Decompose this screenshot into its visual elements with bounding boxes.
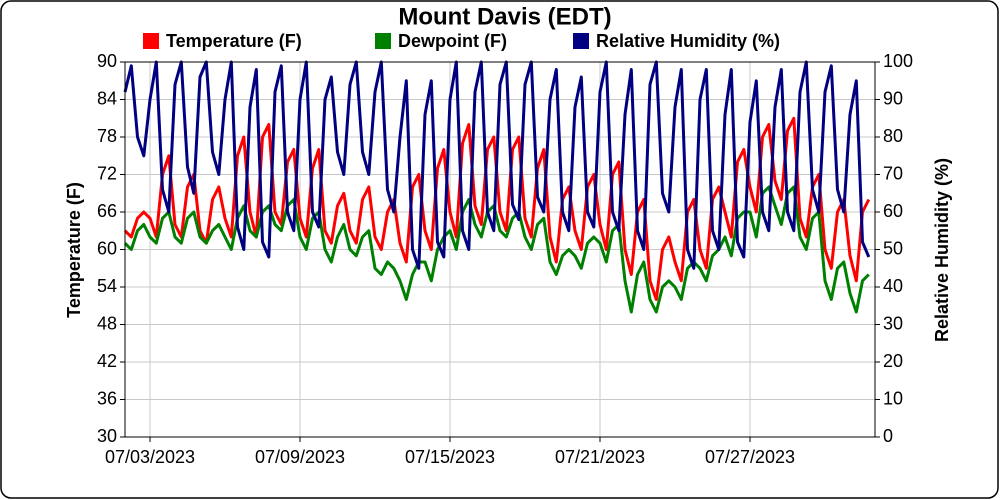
x-tick-label: 07/09/2023 — [255, 447, 345, 467]
y2-tick-label: 100 — [883, 51, 913, 71]
x-tick-label: 07/21/2023 — [555, 447, 645, 467]
y-tick-label: 78 — [97, 126, 117, 146]
legend-label: Dewpoint (F) — [398, 31, 507, 51]
y-tick-label: 84 — [97, 88, 117, 108]
legend-swatch — [573, 33, 589, 49]
y-tick-label: 36 — [97, 388, 117, 408]
y-tick-label: 72 — [97, 163, 117, 183]
y-axis-title: Temperature (F) — [64, 182, 84, 318]
y-tick-label: 90 — [97, 51, 117, 71]
y2-axis-title: Relative Humidity (%) — [932, 158, 952, 342]
y2-tick-label: 90 — [883, 88, 903, 108]
chart-title: Mount Davis (EDT) — [398, 3, 611, 30]
x-tick-label: 07/27/2023 — [705, 447, 795, 467]
legend-label: Relative Humidity (%) — [596, 31, 780, 51]
legend-label: Temperature (F) — [166, 31, 302, 51]
y2-tick-label: 50 — [883, 238, 903, 258]
x-tick-label: 07/15/2023 — [405, 447, 495, 467]
legend-item: Dewpoint (F) — [375, 31, 507, 51]
legend-swatch — [143, 33, 159, 49]
y2-tick-label: 0 — [883, 426, 893, 446]
y2-tick-label: 60 — [883, 201, 903, 221]
plot-border — [124, 61, 876, 438]
y-tick-label: 48 — [97, 313, 117, 333]
y2-tick-label: 20 — [883, 351, 903, 371]
legend-item: Relative Humidity (%) — [573, 31, 780, 51]
y-tick-label: 30 — [97, 426, 117, 446]
y-tick-label: 42 — [97, 351, 117, 371]
series-line — [123, 60, 871, 270]
y-tick-label: 66 — [97, 201, 117, 221]
legend-swatch — [375, 33, 391, 49]
y2-tick-label: 10 — [883, 388, 903, 408]
y2-tick-label: 70 — [883, 163, 903, 183]
y2-tick-label: 30 — [883, 313, 903, 333]
y-tick-label: 60 — [97, 238, 117, 258]
y2-tick-label: 40 — [883, 276, 903, 296]
y-tick-label: 54 — [97, 276, 117, 296]
x-tick-label: 07/03/2023 — [105, 447, 195, 467]
legend-item: Temperature (F) — [143, 31, 302, 51]
y2-tick-label: 80 — [883, 126, 903, 146]
